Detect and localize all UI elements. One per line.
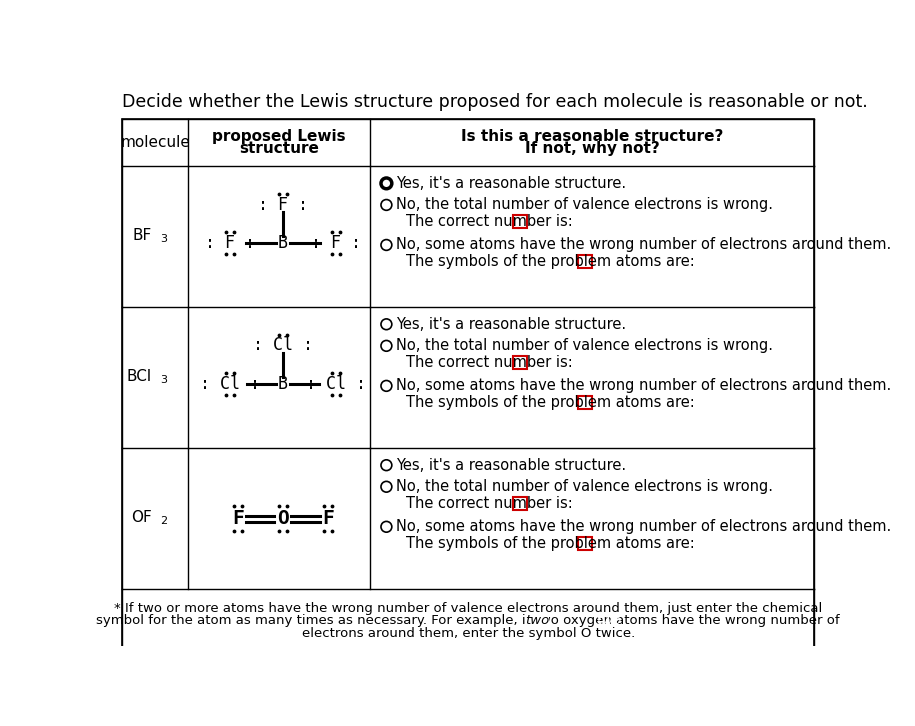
Text: electrons around them, enter the symbol O twice.: electrons around them, enter the symbol … [302, 627, 635, 640]
Text: If not, why not?: If not, why not? [525, 142, 660, 156]
Text: No, some atoms have the wrong number of electrons around them.: No, some atoms have the wrong number of … [396, 378, 892, 393]
Text: The symbols of the problem atoms are:: The symbols of the problem atoms are: [405, 254, 694, 269]
Text: F: F [322, 509, 334, 529]
Text: BF: BF [133, 228, 152, 242]
Text: The correct number is:: The correct number is: [405, 355, 573, 370]
Text: B: B [278, 375, 288, 393]
Text: Yes, it's a reasonable structure.: Yes, it's a reasonable structure. [396, 317, 627, 332]
Text: No, the total number of valence electrons is wrong.: No, the total number of valence electron… [396, 338, 773, 354]
Bar [512, 216, 527, 229]
Text: Yes, it's a reasonable structure.: Yes, it's a reasonable structure. [396, 176, 627, 191]
Text: BCl: BCl [127, 369, 152, 384]
Text: Is this a reasonable structure?: Is this a reasonable structure? [461, 129, 724, 144]
Text: structure: structure [239, 142, 319, 156]
Text: two: two [307, 614, 621, 627]
Text: No, some atoms have the wrong number of electrons around them.: No, some atoms have the wrong number of … [396, 519, 892, 534]
Bar [578, 396, 592, 409]
Text: symbol for the atom as many times as necessary. For example, if two oxygen atoms: symbol for the atom as many times as nec… [96, 614, 840, 627]
Text: No, the total number of valence electrons is wrong.: No, the total number of valence electron… [396, 197, 773, 213]
Text: molecule: molecule [120, 135, 190, 150]
Bar [578, 256, 592, 269]
Text: two: two [524, 614, 549, 627]
Text: Yes, it's a reasonable structure.: Yes, it's a reasonable structure. [396, 457, 627, 473]
Text: Decide whether the Lewis structure proposed for each molecule is reasonable or n: Decide whether the Lewis structure propo… [122, 93, 867, 111]
Text: proposed Lewis: proposed Lewis [212, 129, 346, 144]
Bar [512, 356, 527, 370]
Text: F: F [232, 509, 244, 529]
Text: : Cl :: : Cl : [306, 375, 366, 393]
Text: 3: 3 [160, 234, 167, 244]
Text: * If two or more atoms have the wrong number of valence electrons around them, j: * If two or more atoms have the wrong nu… [114, 602, 823, 615]
Text: No, the total number of valence electrons is wrong.: No, the total number of valence electron… [396, 479, 773, 494]
Text: : F :: : F : [310, 234, 361, 252]
Text: O: O [277, 509, 289, 529]
Bar [578, 537, 592, 550]
Text: B: B [278, 234, 288, 252]
Bar [512, 497, 527, 510]
Text: The symbols of the problem atoms are:: The symbols of the problem atoms are: [405, 537, 694, 551]
Text: OF: OF [131, 510, 152, 525]
Text: : Cl :: : Cl : [253, 336, 313, 354]
Text: : F :: : F : [258, 195, 308, 213]
Text: 2: 2 [160, 516, 167, 526]
Text: The correct number is:: The correct number is: [405, 214, 573, 229]
Text: : Cl :: : Cl : [200, 375, 260, 393]
Text: 3: 3 [160, 375, 167, 385]
Text: The symbols of the problem atoms are:: The symbols of the problem atoms are: [405, 396, 694, 410]
Text: No, some atoms have the wrong number of electrons around them.: No, some atoms have the wrong number of … [396, 237, 892, 253]
Text: : F :: : F : [205, 234, 255, 252]
Text: The correct number is:: The correct number is: [405, 496, 573, 511]
